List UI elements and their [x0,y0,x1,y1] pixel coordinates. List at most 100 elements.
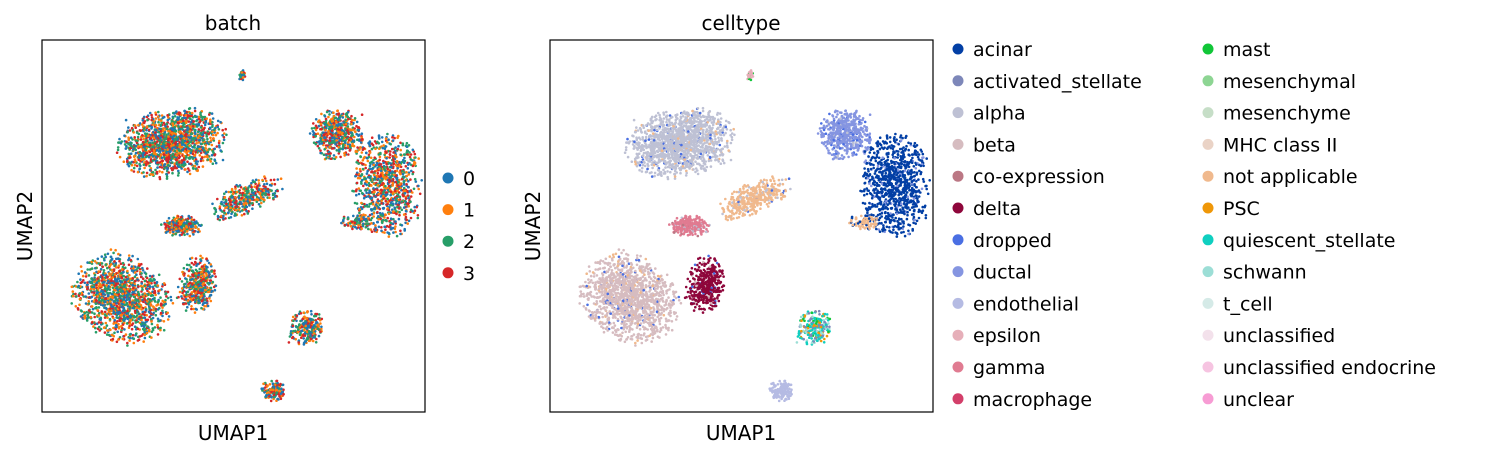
batch-point [150,336,153,339]
batch-point [192,233,195,236]
batch-point [156,140,159,143]
batch-point [198,147,201,151]
batch-point [310,127,314,130]
batch-point [187,284,190,288]
batch-point [188,156,192,159]
batch-point [182,158,186,161]
batch-point [147,128,151,132]
batch-point [187,214,191,218]
batch-point [171,152,175,156]
batch-point [209,139,213,142]
batch-point [102,280,105,284]
batch-point [161,144,164,148]
batch-point [248,204,251,207]
batch-point [195,220,198,223]
batch-point [318,142,321,146]
batch-point [190,149,193,152]
batch-point [354,130,357,134]
batch-point [128,129,132,132]
batch-point [317,147,321,150]
batch-point [142,127,146,130]
batch-point [417,187,421,191]
batch-point [200,270,204,274]
batch-point [177,295,180,299]
batch-point [199,254,202,258]
batch-point [122,160,126,163]
batch-point [409,216,413,220]
batch-point [187,274,190,278]
batch-point [245,192,249,195]
batch-point [314,118,318,121]
batch-point [134,160,137,163]
batch-point [183,109,186,113]
batch-point [339,155,342,159]
batch-point [187,222,191,225]
batch-point [173,223,177,227]
batch-point [76,308,80,311]
batch-point [102,290,105,293]
batch-point [164,292,167,296]
batch-point [141,153,145,157]
batch-point [355,167,358,170]
batch-point [117,325,121,329]
batch-point [160,114,164,117]
batch-point [169,295,173,299]
batch-point [149,137,153,140]
batch-point [106,275,109,279]
batch-point [161,159,164,163]
batch-point [192,307,195,311]
batch-point [168,228,171,232]
batch-point [359,189,363,192]
batch-point [240,196,243,200]
batch-point [181,141,185,144]
batch-point [181,270,184,274]
batch-point [84,302,88,305]
batch-point [199,259,203,263]
batch-point [261,178,264,182]
batch-point [158,138,162,142]
batch-point [393,206,397,209]
batch-point [130,265,134,268]
batch-point [274,195,277,198]
batch-point [125,160,129,164]
batch-point [154,131,157,134]
batch-point [137,338,141,342]
batch-point [183,233,186,237]
batch-point [166,153,169,156]
batch-point [111,295,115,299]
batch-point [190,261,194,265]
batch-point [138,305,141,308]
batch-point [149,153,153,157]
batch-point [210,112,214,115]
batch-point [198,284,201,288]
batch-point [139,284,143,288]
batch-point [222,214,225,218]
batch-point [166,311,169,315]
batch-point [193,129,196,132]
batch-point [229,203,233,206]
batch-point [136,327,140,331]
batch-point [123,143,127,146]
batch-point [170,167,173,170]
batch-point [94,302,98,306]
batch-point [191,125,195,128]
batch-point [399,141,402,145]
batch-point [83,311,86,315]
batch-point [273,182,277,186]
batch-point [346,125,350,128]
batch-point [98,292,102,296]
batch-point [338,139,341,142]
batch-point [384,145,388,148]
batch-point [196,130,200,133]
batch-point [167,155,171,158]
batch-point [98,284,102,288]
batch-point [325,126,328,130]
batch-point [149,277,152,281]
batch-point [265,182,269,186]
batch-point [155,143,159,146]
batch-point [200,291,203,295]
batch-point [365,191,368,195]
batch-point [328,110,331,113]
batch-point [180,287,184,290]
batch-point [193,134,196,138]
